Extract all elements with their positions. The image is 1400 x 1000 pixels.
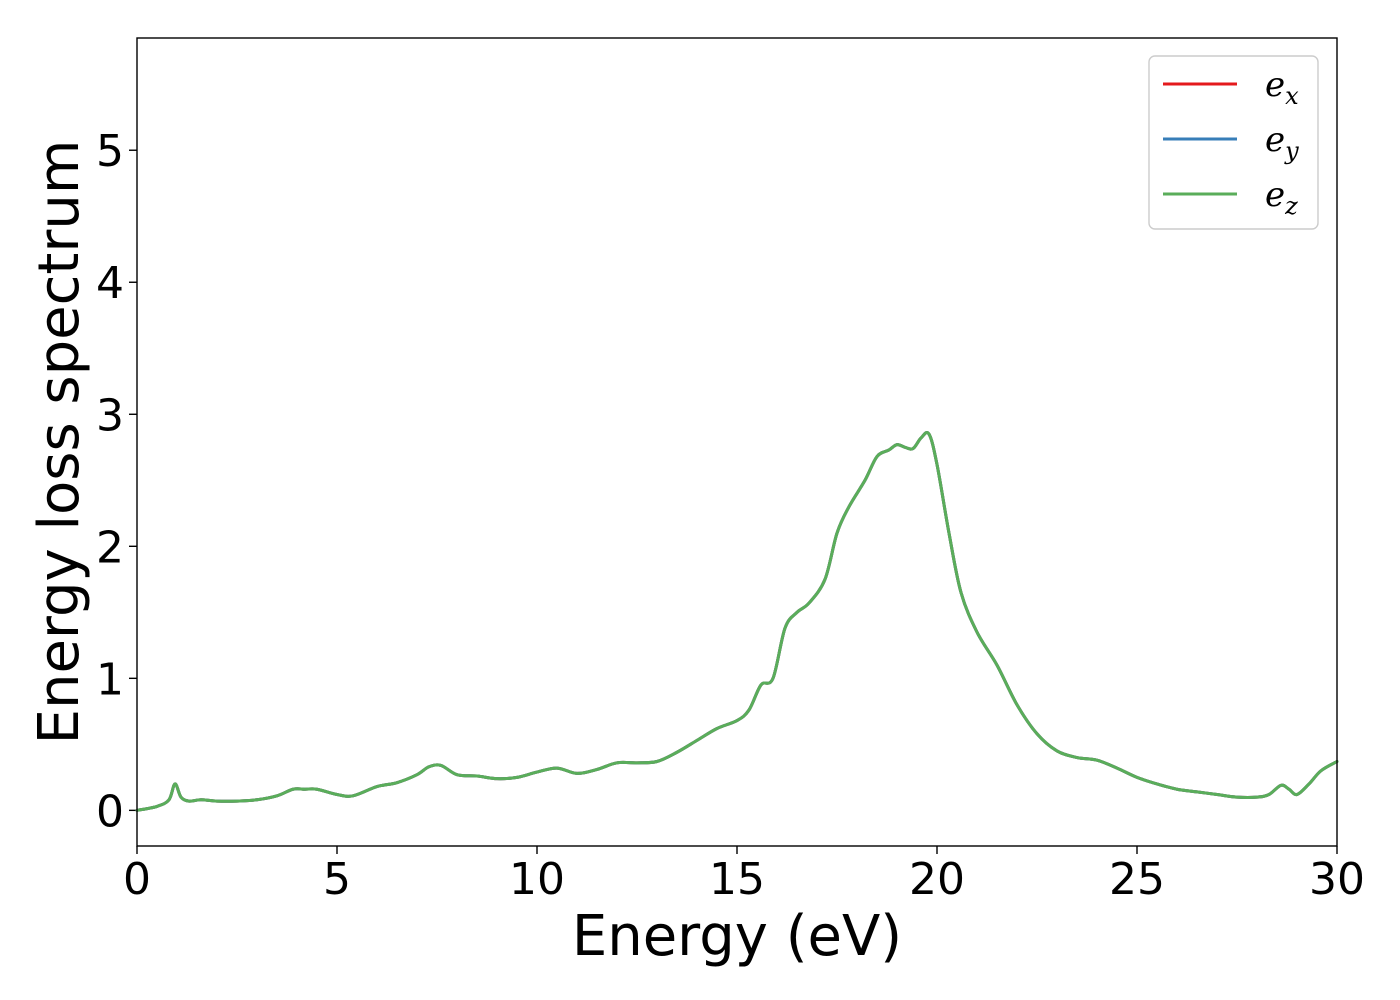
x-axis-ticks: 0 5 10 15 20 25 30: [123, 846, 1365, 905]
y-axis-title: Energy loss spectrum: [27, 140, 92, 745]
legend-frame: [1148, 55, 1319, 230]
plot-frame: [136, 37, 1338, 847]
x-tick-label: 15: [709, 854, 765, 905]
y-tick-label: 0: [96, 786, 124, 837]
plot-background: [137, 38, 1337, 846]
x-tick-label: 20: [909, 854, 965, 905]
x-tick-label: 25: [1109, 854, 1165, 905]
x-axis-title: Energy (eV): [572, 904, 902, 969]
x-tick-label: 5: [323, 854, 351, 905]
y-tick-label: 4: [96, 258, 124, 309]
y-tick-label: 2: [96, 522, 124, 573]
legend-label: ey: [1265, 120, 1299, 165]
legend: ex ey ez: [1148, 55, 1319, 230]
x-tick-label: 30: [1309, 854, 1365, 905]
series-line-e-z: [135, 431, 1339, 812]
x-tick-label: 0: [123, 854, 151, 905]
y-tick-label: 1: [96, 654, 124, 705]
y-axis-ticks: 0 1 2 3 4 5: [96, 126, 137, 837]
y-tick-label: 5: [96, 126, 124, 177]
series-lines: [135, 431, 1339, 812]
legend-label: ez: [1265, 175, 1298, 220]
y-tick-label: 3: [96, 390, 124, 441]
x-tick-label: 10: [509, 854, 565, 905]
legend-label: ex: [1265, 65, 1299, 110]
